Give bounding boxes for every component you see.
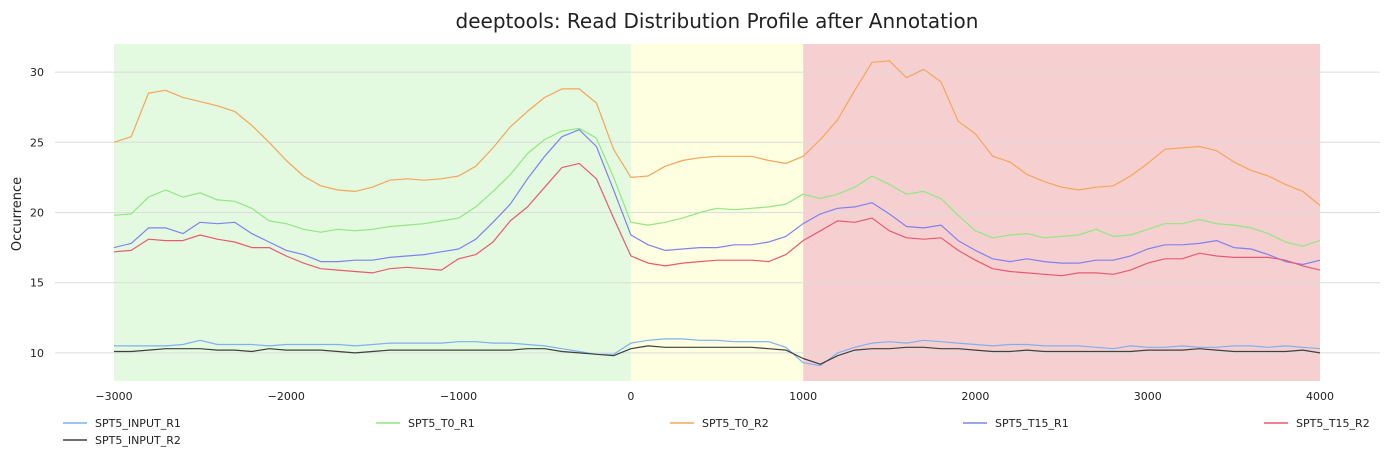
y-tick-label: 15: [30, 277, 44, 290]
legend-item-SPT5_T15_R1[interactable]: SPT5_T15_R1: [963, 417, 1069, 430]
x-tick-label: −2000: [268, 390, 305, 403]
x-tick-label: 2000: [961, 390, 989, 403]
series-line-SPT5_T0_R1: [113, 127, 1321, 247]
legend[interactable]: SPT5_INPUT_R1 SPT5_INPUT_R2 SPT5_T0_R1 SPT5…: [63, 417, 1370, 447]
legend-label: SPT5_INPUT_R1: [95, 417, 181, 430]
series-lines: [113, 60, 1321, 367]
chart-title: deeptools: Read Distribution Profile aft…: [456, 9, 979, 33]
legend-item-SPT5_T0_R2[interactable]: SPT5_T0_R2: [670, 417, 769, 430]
legend-label: SPT5_T0_R2: [702, 417, 769, 430]
series-line-SPT5_INPUT_R2: [114, 345, 1321, 365]
y-axis-label: Occurrence: [10, 177, 25, 251]
legend-item-SPT5_INPUT_R1[interactable]: SPT5_INPUT_R1: [63, 417, 181, 430]
y-tick-label: 25: [30, 136, 44, 149]
legend-label: SPT5_T0_R1: [408, 417, 475, 430]
x-tick-label: 1000: [789, 390, 817, 403]
y-tick-label: 10: [30, 347, 44, 360]
x-tick-label: 4000: [1306, 390, 1334, 403]
y-tick-label: 30: [30, 66, 44, 79]
legend-label: SPT5_T15_R2: [1296, 417, 1370, 430]
x-tick-label: −1000: [440, 390, 477, 403]
legend-item-SPT5_T0_R1[interactable]: SPT5_T0_R1: [376, 417, 475, 430]
x-tick-label: 0: [627, 390, 634, 403]
series-line-SPT5_T0_R2: [113, 60, 1321, 206]
legend-item-SPT5_T15_R2[interactable]: SPT5_T15_R2: [1264, 417, 1370, 430]
grid-lines: [55, 71, 1380, 354]
x-tick-label: 3000: [1134, 390, 1162, 403]
legend-label: SPT5_INPUT_R2: [95, 434, 181, 447]
x-tick-label: −3000: [95, 390, 132, 403]
legend-item-SPT5_INPUT_R2[interactable]: SPT5_INPUT_R2: [63, 434, 181, 447]
x-axis: −3000 −2000 −1000 0 1000 2000 3000 4000: [95, 390, 1334, 403]
y-tick-label: 20: [30, 207, 44, 220]
y-axis: 10 15 20 25 30: [30, 66, 44, 360]
legend-label: SPT5_T15_R1: [995, 417, 1069, 430]
series-line-SPT5_INPUT_R1: [114, 338, 1321, 367]
series-line-SPT5_T15_R2: [113, 162, 1321, 277]
series-line-SPT5_T15_R1: [113, 129, 1321, 266]
